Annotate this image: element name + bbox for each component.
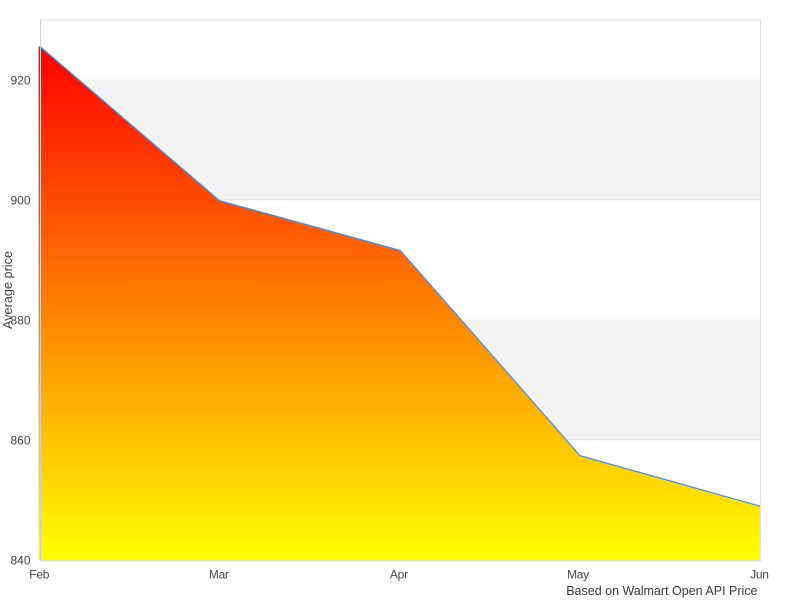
- svg-text:Apr: Apr: [390, 568, 408, 582]
- svg-text:840: 840: [10, 554, 30, 568]
- svg-text:Mar: Mar: [209, 568, 229, 582]
- svg-text:Feb: Feb: [29, 568, 49, 582]
- svg-text:May: May: [567, 568, 589, 582]
- svg-text:880: 880: [10, 314, 30, 328]
- svg-text:900: 900: [10, 194, 30, 208]
- svg-text:920: 920: [10, 74, 30, 88]
- svg-text:Based on Walmart Open API Pric: Based on Walmart Open API Price: [566, 584, 757, 598]
- svg-text:Jun: Jun: [750, 568, 768, 582]
- svg-text:860: 860: [10, 434, 30, 448]
- svg-text:Average price: Average price: [1, 251, 15, 329]
